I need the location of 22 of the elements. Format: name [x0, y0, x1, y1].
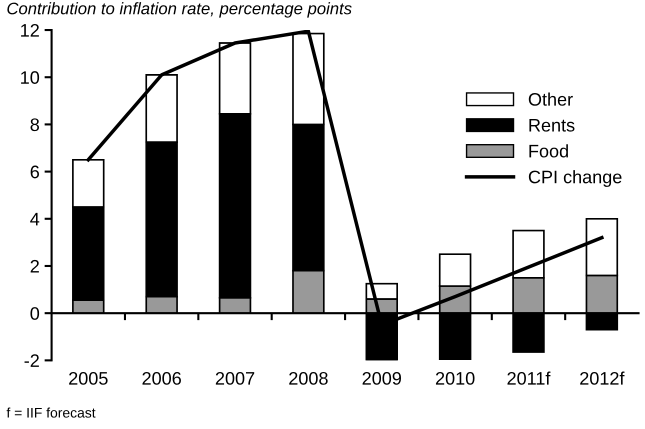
legend-label: Rents [529, 119, 574, 132]
x-tick-label: 2011f [507, 372, 550, 385]
chart-title: Contribution to inflation rate, percentage points [7, 2, 352, 18]
x-tick-label: 2009 [362, 372, 401, 385]
x-tick-label: 2006 [142, 372, 181, 385]
y-tick-label: 8 [30, 118, 40, 132]
text: f = IIF forecast [6, 407, 96, 418]
y-tick-label: 0 [30, 307, 40, 320]
x-tick-label: 2005 [69, 372, 108, 385]
y-tick-label: 2 [30, 260, 39, 273]
x-tick-label: 2008 [289, 372, 328, 385]
legend-label: CPI change [528, 170, 622, 187]
x-tick-label: 2012f [580, 372, 624, 385]
x-tick-label: 2007 [216, 372, 254, 385]
y-tick-label: 6 [30, 166, 39, 178]
y-tick-label: 10 [21, 71, 40, 84]
y-tick-label: 12 [21, 24, 39, 37]
legend-label: Other [528, 92, 573, 106]
y-tick-label: 4 [30, 212, 40, 226]
x-tick-label: 2010 [436, 372, 475, 385]
y-tick-label: -2 [24, 354, 39, 367]
legend-label: Food [529, 144, 568, 158]
